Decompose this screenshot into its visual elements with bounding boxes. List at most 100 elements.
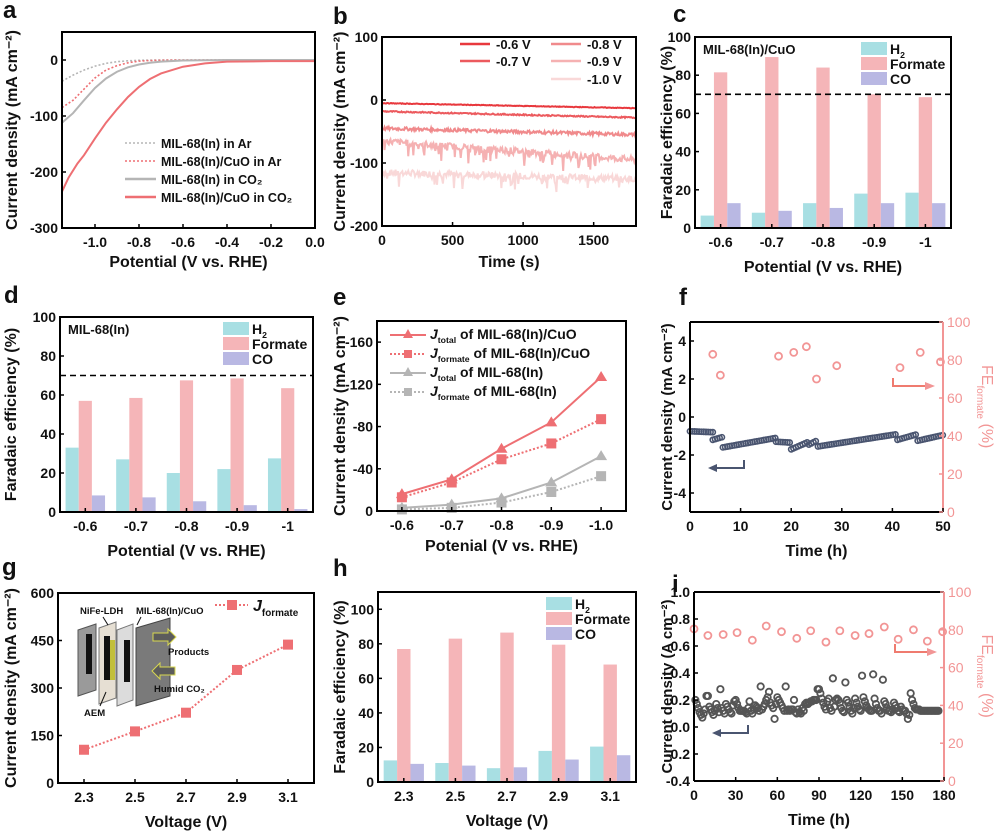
current-point [912, 431, 920, 439]
x-tick-label: -1.0 [83, 234, 107, 250]
bar [918, 97, 933, 228]
x-tick-label: 40 [885, 518, 901, 534]
data-marker [545, 476, 558, 487]
y2-tick-label: 0 [948, 773, 956, 789]
x-axis-label: Time (h) [788, 812, 850, 829]
legend-swatch [546, 597, 572, 610]
x-tick-label: -1.0 [589, 517, 613, 533]
y-tick-label: -120 [345, 376, 373, 392]
y2-tick-label: 80 [947, 352, 963, 368]
current-point [859, 693, 868, 702]
bar [880, 203, 895, 228]
bar [551, 644, 566, 782]
x-tick-label: 3.1 [600, 788, 620, 804]
y-axis-label: Current density (mA cm⁻²) [332, 32, 349, 232]
y-tick-label: -80 [353, 419, 373, 435]
legend-marker [404, 350, 412, 358]
bar [78, 400, 92, 512]
x-axis-label: Voltage (V) [466, 813, 548, 830]
fe-point [812, 374, 821, 384]
current-point [881, 699, 890, 709]
y-tick-label: -160 [345, 334, 373, 350]
panel-letter: g [2, 554, 17, 581]
current-point [699, 709, 708, 718]
x-tick-label: -1 [281, 518, 294, 534]
annotation: MIL-68(In)/CuO [703, 42, 795, 57]
y-tick-label: 0.8 [671, 611, 691, 627]
data-marker [596, 471, 607, 482]
fe-point [850, 631, 860, 640]
y-tick-label: 0 [366, 774, 374, 790]
legend-label: CO [575, 626, 596, 642]
current-point [727, 709, 736, 718]
current-point [709, 428, 717, 436]
pointer-line [99, 691, 107, 707]
plot-frame [694, 36, 952, 229]
legend-label: H2 [890, 41, 905, 60]
bar [513, 767, 528, 782]
legend-marker [403, 329, 413, 338]
legend-swatch [223, 337, 249, 350]
x-axis-label: Potential (V vs. RHE) [109, 254, 267, 271]
fe-point [732, 628, 742, 638]
plot-frame [377, 591, 637, 783]
y2-tick-label: 20 [947, 466, 963, 482]
bar [829, 207, 843, 228]
bar [243, 505, 257, 512]
y-axis-label: Faradaic efficiency (%) [659, 46, 676, 219]
current-point [838, 706, 847, 715]
y-tick-label: 0 [365, 503, 373, 519]
annotation: MIL-68(In) [68, 322, 129, 337]
legend-marker [403, 367, 413, 376]
legend-label: Jtotal of MIL-68(In)/CuO [430, 326, 577, 345]
bar [713, 72, 728, 229]
fe-point [895, 363, 905, 373]
y2-tick-label: 100 [948, 584, 972, 600]
x-axis-label: Voltage (V) [145, 814, 227, 831]
bar [565, 759, 579, 782]
y-tick-label: -100 [350, 155, 378, 171]
series-line [61, 59, 315, 124]
series-line [381, 109, 637, 120]
x-tick-label: 120 [849, 787, 873, 803]
x-tick-label: -0.6 [390, 517, 414, 533]
fe-point [708, 349, 718, 359]
y-tick-label: 0.6 [671, 638, 691, 654]
y-tick-label: 0.4 [671, 665, 691, 681]
y2-tick-label: 40 [948, 697, 964, 713]
legend-label: MIL-68(In)/CuO in Ar [161, 155, 281, 169]
inset-label-co2: Humid CO₂ [154, 684, 205, 695]
x-axis-label: Time (h) [786, 543, 848, 560]
x-tick-label: -0.8 [127, 234, 151, 250]
y-tick-label: 40 [40, 426, 56, 442]
y-tick-label: 20 [358, 739, 374, 755]
y-tick-label: 80 [675, 67, 691, 83]
legend-label: -0.9 V [587, 54, 622, 69]
current-point [845, 702, 854, 711]
co2-inlet-arrow-icon [151, 661, 176, 681]
x-tick-label: -0.6 [73, 518, 97, 534]
y-tick-label: -200 [350, 218, 378, 234]
data-marker [596, 414, 607, 425]
bar [142, 497, 156, 512]
current-point [851, 694, 860, 703]
bar [778, 210, 792, 228]
current-point [905, 710, 914, 719]
fe-point [879, 622, 889, 632]
y-tick-label: 20 [675, 182, 691, 198]
current-point [934, 706, 943, 715]
data-marker [495, 442, 508, 453]
current-point [726, 708, 735, 717]
series-line [401, 418, 602, 499]
x-tick-label: -0.9 [539, 517, 563, 533]
panel-e: e 0 -40 -80 -120 -160 -0.6 -0.7 -0.8 -0.9 -1.0 Pote… [332, 284, 627, 555]
series-line [381, 168, 637, 193]
y-tick-label: 0 [683, 220, 691, 236]
bar [751, 212, 766, 228]
legend-swatch [546, 627, 572, 640]
x-tick-label: 2.3 [74, 789, 94, 805]
legend-swatch [546, 612, 572, 625]
series-line [61, 59, 315, 82]
